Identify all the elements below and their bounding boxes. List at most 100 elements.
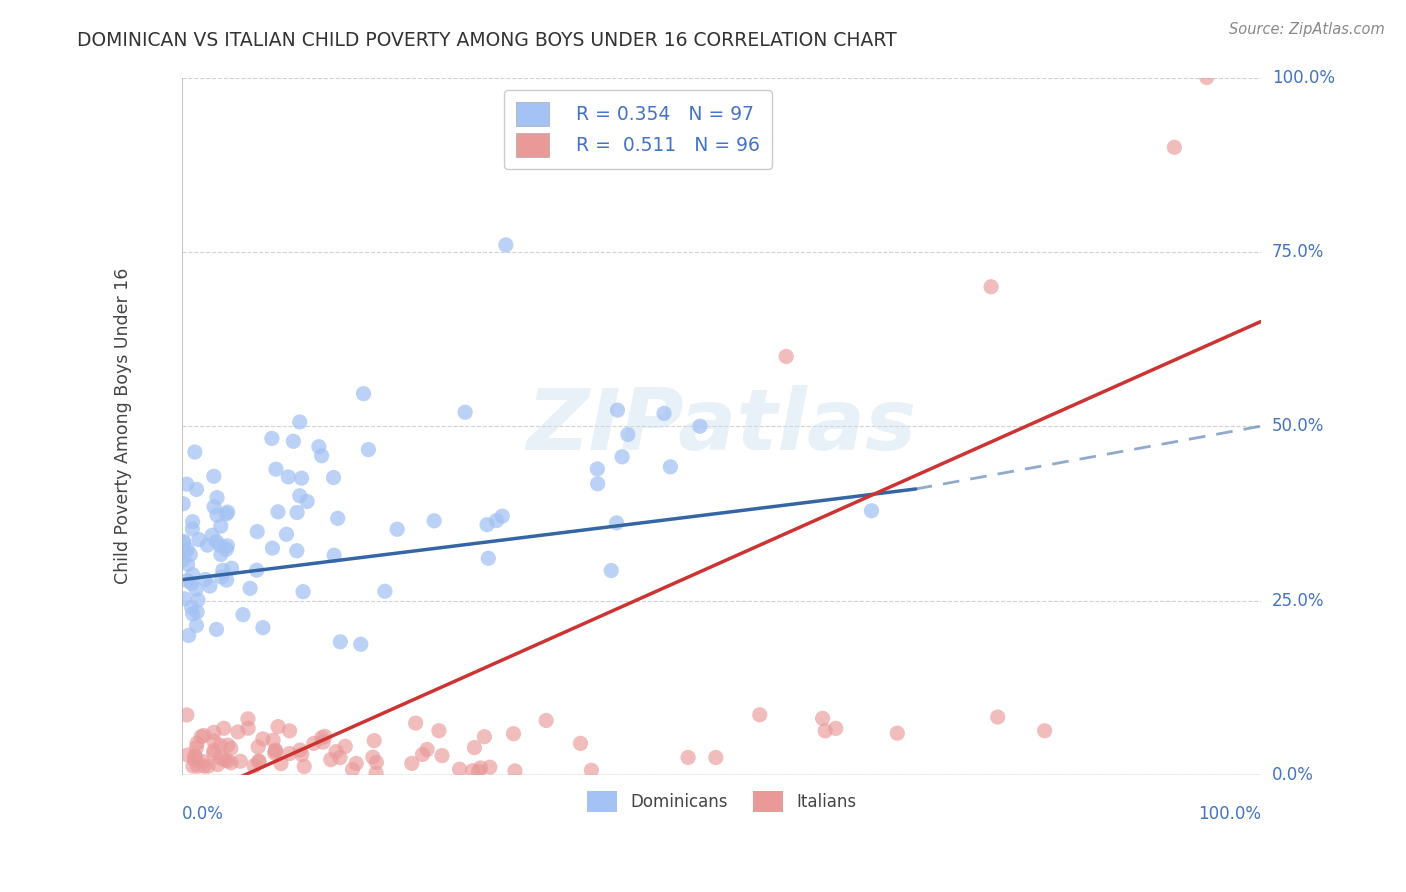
Point [329,635,352,649]
Point [193,759,215,773]
Point [374,584,396,599]
Text: ZIPatlas: ZIPatlas [526,384,917,467]
Point [264,743,287,757]
Point [427,723,450,738]
Point [292,759,315,773]
Point [205,491,228,505]
Text: Source: ZipAtlas.com: Source: ZipAtlas.com [1229,22,1385,37]
Point [187,759,209,773]
Point [232,607,254,622]
Point [326,511,349,525]
Point [264,462,287,476]
Point [219,741,242,756]
Point [569,736,592,750]
Point [247,755,270,769]
Point [276,527,298,541]
Point [350,637,373,651]
Point [173,535,195,549]
Point [217,505,239,519]
Point [344,756,367,771]
Point [209,548,232,562]
Point [177,628,200,642]
Point [586,476,609,491]
Point [814,723,837,738]
Point [312,735,335,749]
Point [202,725,225,739]
Point [202,746,225,760]
Point [290,471,312,485]
Text: 100.0%: 100.0% [1272,69,1334,87]
Point [262,733,284,747]
Point [186,605,208,619]
Point [387,522,409,536]
Point [187,533,209,547]
Point [454,405,477,419]
Point [308,440,330,454]
Point [247,739,270,754]
Point [485,514,508,528]
Point [186,618,208,632]
Point [659,459,682,474]
Point [236,712,259,726]
Point [411,747,433,762]
Point [1163,140,1185,154]
Point [215,507,238,521]
Point [263,746,285,760]
Point [197,759,219,773]
Point [285,543,308,558]
Point [209,539,232,553]
Point [262,541,284,555]
Point [236,721,259,735]
Point [470,761,492,775]
Point [207,757,229,772]
Point [212,721,235,735]
Point [278,747,301,761]
Point [186,483,208,497]
Point [209,751,232,765]
Point [363,733,385,747]
Point [586,462,609,476]
Point [581,764,603,778]
Point [987,710,1010,724]
Point [600,564,623,578]
Point [886,726,908,740]
Point [239,582,262,596]
Text: DOMINICAN VS ITALIAN CHILD POVERTY AMONG BOYS UNDER 16 CORRELATION CHART: DOMINICAN VS ITALIAN CHILD POVERTY AMONG… [77,31,897,50]
Point [209,519,232,533]
Point [302,736,325,750]
Point [172,497,194,511]
Point [184,445,207,459]
Point [474,730,496,744]
Point [491,509,513,524]
Point [606,516,628,530]
Text: 75.0%: 75.0% [1272,243,1324,260]
Point [177,747,200,762]
Legend: Dominicans, Italians: Dominicans, Italians [581,784,863,819]
Point [181,759,204,773]
Point [283,434,305,449]
Point [430,748,453,763]
Text: 50.0%: 50.0% [1272,417,1324,435]
Point [181,522,204,536]
Point [534,714,557,728]
Point [503,764,526,778]
Point [689,419,711,434]
Point [252,621,274,635]
Point [467,764,489,779]
Point [252,731,274,746]
Text: Child Poverty Among Boys Under 16: Child Poverty Among Boys Under 16 [114,268,132,584]
Point [229,754,252,768]
Point [329,750,352,764]
Point [181,567,204,582]
Point [215,542,238,557]
Point [246,524,269,539]
Point [221,561,243,575]
Point [184,749,207,764]
Point [277,470,299,484]
Text: 0.0%: 0.0% [1272,766,1313,784]
Point [278,723,301,738]
Point [405,716,427,731]
Point [361,750,384,764]
Point [219,756,242,770]
Point [173,591,195,606]
